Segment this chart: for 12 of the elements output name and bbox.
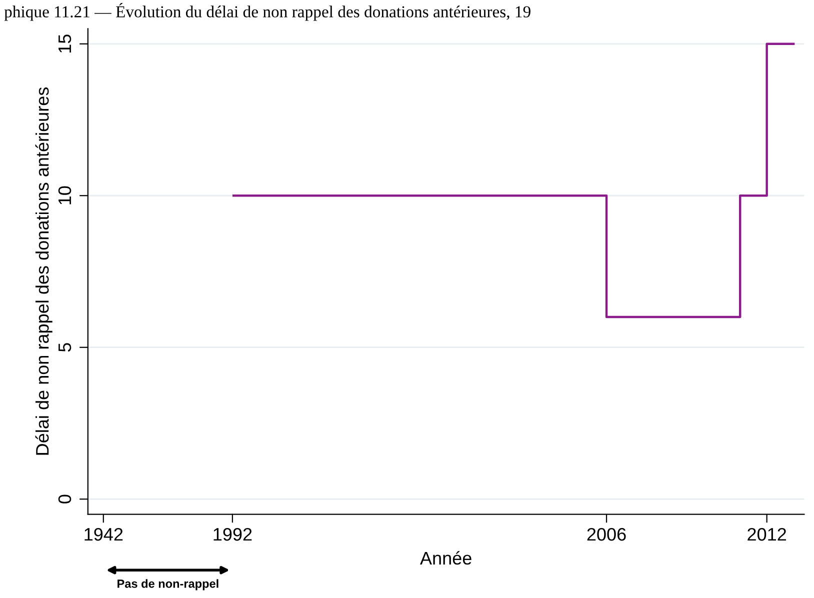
y-axis-title: Délai de non rappel des donations antérieures (35, 87, 52, 455)
x-tick-label: 2012 (748, 528, 786, 541)
x-tick-label: 1942 (84, 528, 123, 541)
text: phique 11.21 — Évolution du délai de non rappel des donations antérieures, 19 (4, 2, 530, 21)
y-tick-label: 5 (58, 343, 72, 352)
x-tick-label: 1992 (214, 528, 252, 541)
y-tick-label: 15 (58, 34, 72, 53)
x-axis-title: Année (420, 551, 472, 565)
text: Pas de non-rappel (118, 579, 218, 590)
x-tick-label: 2006 (587, 528, 626, 541)
y-tick-label: 10 (58, 186, 72, 204)
y-tick-label: 0 (58, 494, 72, 504)
